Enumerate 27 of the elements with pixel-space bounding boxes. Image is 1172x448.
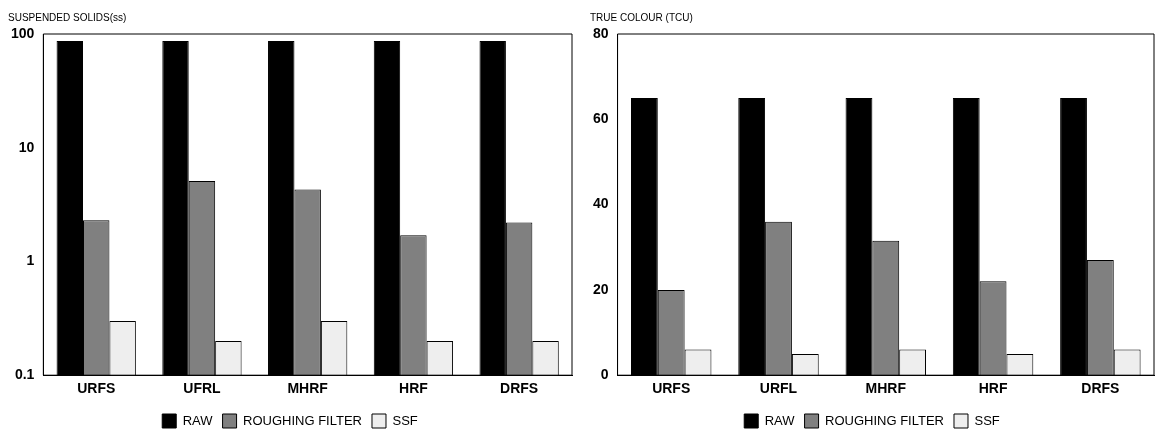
legend-label: ROUGHING FILTER [243, 412, 362, 428]
x-tick-label: UFRL [183, 380, 222, 397]
x-tick-label: HRF [399, 380, 429, 397]
y-tick-label: 40 [592, 195, 609, 212]
legend-label: SSF [974, 412, 1000, 428]
legend-label: SSF [392, 412, 418, 428]
x-tick-label: DRFS [1081, 380, 1120, 397]
x-tick-label: HRF [978, 380, 1008, 397]
x-tick-label: MHRF [865, 380, 907, 397]
y-tick-label: 60 [592, 110, 609, 127]
y-tick-label: 80 [592, 24, 609, 41]
y-tick-label: 10 [18, 138, 35, 155]
y-axis-title: TRUE COLOUR (TCU) [590, 11, 693, 23]
y-tick-label: 1 [26, 252, 35, 269]
legend-label: RAW [182, 412, 214, 428]
x-tick-label: URFS [652, 380, 691, 397]
y-tick-label: 0 [600, 366, 609, 383]
legend-label: ROUGHING FILTER [825, 412, 944, 428]
legend-label: RAW [764, 412, 796, 428]
y-tick-label: 20 [592, 280, 609, 297]
y-tick-label: 0.1 [14, 366, 35, 383]
x-tick-label: MHRF [287, 380, 329, 397]
x-tick-label: DRFS [500, 380, 539, 397]
y-tick-label: 100 [11, 24, 35, 41]
x-tick-label: URFL [759, 380, 798, 397]
y-axis-title: SUSPENDED SOLIDS(ss) [8, 11, 127, 23]
x-tick-label: URFS [77, 380, 116, 397]
